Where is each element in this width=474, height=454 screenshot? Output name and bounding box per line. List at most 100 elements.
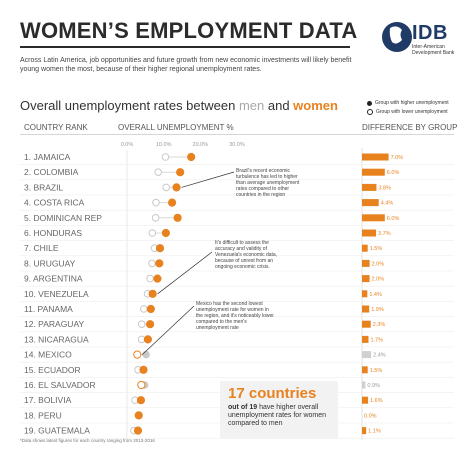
country-label: 17. BOLIVIA [24,395,72,405]
country-label: 2. COLOMBIA [24,167,79,177]
header-unemployment: OVERALL UNEMPLOYMENT % [118,123,234,132]
difference-bar [362,229,377,237]
women-dot [172,183,181,192]
difference-bar [362,351,372,359]
women-dot [176,168,185,177]
men-dot [142,350,150,359]
men-dot [137,320,146,329]
annotation-pointer-brazil [181,171,235,188]
title-underline [20,46,350,48]
summary-body: out of 19 have higher overall unemployme… [228,404,336,428]
hollow-dot-icon [367,109,373,115]
difference-bar [362,396,369,404]
women-dot [146,304,155,314]
women-dot [148,289,157,298]
annotation-pointer-mexico [142,305,195,355]
legend-higher-label: Group with higher unemployment [375,100,449,106]
women-dot [143,335,152,344]
difference-bar [362,183,377,191]
country-label: 16. EL SALVADOR [24,380,96,390]
women-dot [136,396,146,405]
women-dot [137,380,146,390]
difference-bar [362,335,369,343]
footnote: *Data shows latest figures for each coun… [20,438,155,443]
women-dot [146,320,155,329]
difference-label: 2.3% [373,322,386,328]
difference-bar [362,199,379,207]
difference-bar [362,305,370,313]
country-label: 14. MEXICO [24,350,72,360]
difference-label: 2.0% [372,277,385,283]
summary-box: 17 countries out of 19 have higher overa… [220,381,338,439]
women-dot [153,274,162,283]
summary-rest: have higher overall unemployment rates f… [228,404,327,427]
subtitle-part1: Overall unemployment rates between [20,98,239,113]
annotation-mexico: Mexico has the second lowest unemploymen… [196,301,274,331]
country-label: 6. HONDURAS [24,228,82,238]
header-country-rank: COUNTRY RANK [24,123,88,132]
x-tick-label: 0.0% [121,142,134,148]
difference-label: 6.0% [387,170,400,176]
difference-bar [362,290,368,298]
difference-bar [362,427,367,435]
difference-label: 4.4% [381,201,394,207]
subtitle-women: women [293,98,338,113]
women-dot [133,350,142,359]
difference-label: 7.0% [391,155,404,161]
intro-text: Across Latin America, job opportunities … [20,57,352,73]
men-dot [148,229,157,237]
country-label: 9. ARGENTINA [24,274,83,284]
women-dot [187,152,196,162]
men-dot [161,153,170,161]
difference-bar [362,214,385,222]
country-label: 11. PANAMA [24,304,73,314]
difference-label: 6.0% [387,216,400,222]
women-dot [173,213,182,222]
women-dot [139,365,148,374]
difference-label: 1.9% [371,307,384,313]
difference-label: 1.5% [370,246,383,252]
brand-name: IDB [412,22,448,44]
country-label: 12. PARAGUAY [24,319,84,329]
difference-bar [362,320,371,328]
header-difference: DIFFERENCE BY GROUP [362,123,458,132]
difference-label: 1.6% [370,398,383,404]
men-dot [148,259,156,268]
difference-label: 1.7% [370,337,383,343]
women-dot [155,259,164,268]
difference-label: 1.4% [369,292,382,298]
filled-dot-icon [367,100,372,106]
difference-label: 2.4% [373,353,386,359]
header-divider [20,134,454,135]
difference-label: 3.7% [378,231,391,237]
women-dot [133,426,143,435]
subtitle-men: men [238,98,265,113]
country-label: 13. NICARAGUA [24,334,89,344]
difference-label: 1.5% [370,368,383,374]
difference-bar [362,381,366,389]
country-label: 10. VENEZUELA [24,289,89,299]
men-dot [154,168,162,176]
country-label: 7. CHILE [24,243,59,253]
country-label: 18. PERU [24,410,62,420]
difference-bar [362,259,370,267]
difference-label: 1.1% [368,429,381,435]
difference-bar [362,244,368,252]
annotation-brazil: Brazil's recent economic turbulence has … [236,168,300,198]
women-dot [134,411,143,420]
idb-logo [382,22,412,52]
difference-bar [362,275,370,283]
brand-subtitle: Inter-American Development Bank [412,44,455,56]
annotation-venezuela: It's difficult to assess the accuracy an… [215,240,278,270]
difference-label: 2.0% [372,261,385,267]
chart-subtitle: Overall unemployment rates between men a… [20,98,338,113]
country-label: 3. BRAZIL [24,182,63,192]
legend-higher: Group with higher unemployment [367,100,449,106]
country-label: 4. COSTA RICA [24,198,85,208]
country-label: 5. DOMINICAN REP [24,213,102,223]
x-tick-label: 30.0% [229,142,245,148]
country-label: 1. JAMAICA [24,152,71,162]
summary-bold: out of 19 [228,404,258,411]
country-label: 15. ECUADOR [24,365,81,375]
